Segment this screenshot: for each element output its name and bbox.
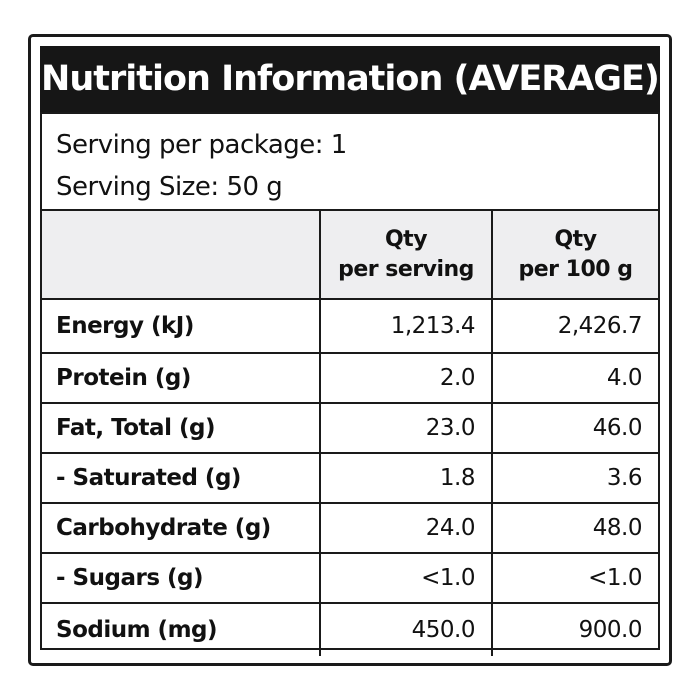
nutrient-label: - Sugars (g) <box>42 552 321 604</box>
qty-per-100g: 48.0 <box>491 502 658 554</box>
nutrition-box: Serving per package: 1 Serving Size: 50 … <box>40 112 660 656</box>
qty-per-100g: 4.0 <box>491 352 658 404</box>
nutrient-label: Protein (g) <box>42 352 321 404</box>
qty-per-100g: 2,426.7 <box>491 298 658 354</box>
qty-per-serving: <1.0 <box>319 552 493 604</box>
qty-per-100g: 3.6 <box>491 452 658 504</box>
table-header-row: Qty per serving Qty per 100 g <box>42 211 658 300</box>
table-row: Protein (g) 2.0 4.0 <box>42 352 658 404</box>
page-title: Nutrition Information (AVERAGE) <box>41 59 660 99</box>
nutrient-label: Fat, Total (g) <box>42 402 321 454</box>
table-row: Carbohydrate (g) 24.0 48.0 <box>42 502 658 554</box>
header-per-serving: Qty per serving <box>319 211 493 300</box>
header-per-serving-line-2: per serving <box>338 256 474 282</box>
qty-per-serving: 1.8 <box>319 452 493 504</box>
qty-per-100g: 46.0 <box>491 402 658 454</box>
nutrient-label: Carbohydrate (g) <box>42 502 321 554</box>
qty-per-serving: 2.0 <box>319 352 493 404</box>
table-row: - Saturated (g) 1.8 3.6 <box>42 452 658 504</box>
table-row: Fat, Total (g) 23.0 46.0 <box>42 402 658 454</box>
header-per-serving-line-1: Qty <box>384 226 428 252</box>
nutrition-panel: Nutrition Information (AVERAGE) Serving … <box>28 34 672 666</box>
table-row: - Sugars (g) <1.0 <1.0 <box>42 552 658 604</box>
table-row: Energy (kJ) 1,213.4 2,426.7 <box>42 298 658 354</box>
servings-per-package: Serving per package: 1 <box>56 130 347 160</box>
header-per-100g: Qty per 100 g <box>491 211 658 300</box>
qty-per-serving: 450.0 <box>319 602 493 656</box>
qty-per-100g: <1.0 <box>491 552 658 604</box>
qty-per-100g: 900.0 <box>491 602 658 656</box>
qty-per-serving: 1,213.4 <box>319 298 493 354</box>
nutrient-label: Energy (kJ) <box>42 298 321 354</box>
header-nutrient-cell <box>42 211 321 300</box>
qty-per-serving: 24.0 <box>319 502 493 554</box>
nutrition-table: Qty per serving Qty per 100 g Energy (kJ… <box>42 211 658 656</box>
serving-info: Serving per package: 1 Serving Size: 50 … <box>42 114 658 211</box>
nutrient-label: Sodium (mg) <box>42 602 321 656</box>
table-row: Sodium (mg) 450.0 900.0 <box>42 602 658 656</box>
qty-per-serving: 23.0 <box>319 402 493 454</box>
header-per-100g-line-1: Qty <box>554 226 597 252</box>
title-bar: Nutrition Information (AVERAGE) <box>40 46 660 112</box>
header-per-100g-line-2: per 100 g <box>518 256 633 282</box>
serving-size: Serving Size: 50 g <box>56 172 283 202</box>
nutrient-label: - Saturated (g) <box>42 452 321 504</box>
